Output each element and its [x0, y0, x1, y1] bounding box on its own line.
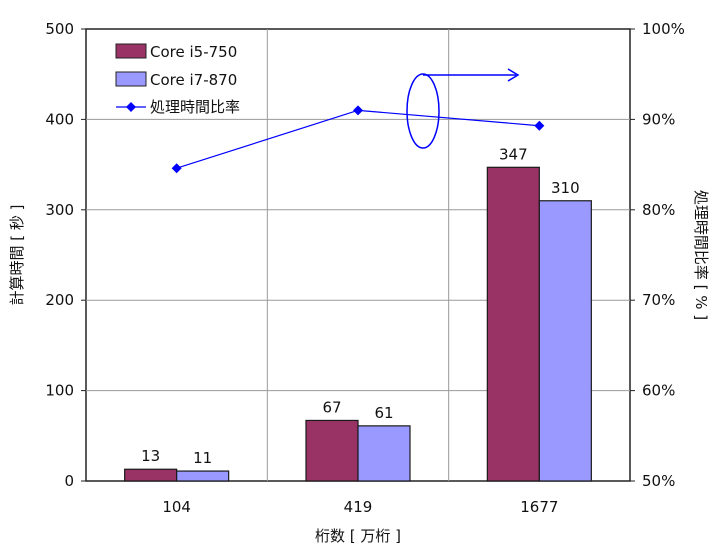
- legend-label-i7: Core i7-870: [150, 71, 237, 89]
- bar: [357, 425, 411, 482]
- x-axis-title: 桁数 [ 万桁 ]: [315, 527, 401, 545]
- bar: [486, 166, 540, 482]
- legend-swatch-i5: [115, 43, 147, 59]
- y-left-tick-label: 300: [45, 201, 74, 219]
- y-right-tick-label: 100%: [642, 20, 685, 38]
- y-right-tick-label: 90%: [642, 110, 675, 128]
- y-left-tick-label: 0: [64, 472, 74, 490]
- bar-data-label: 310: [551, 179, 580, 197]
- ratio-point: [353, 105, 363, 116]
- bar-data-label: 61: [374, 404, 393, 422]
- x-tick-label: 1677: [520, 498, 558, 516]
- bar: [176, 470, 230, 482]
- y-left-tick-label: 100: [45, 382, 74, 400]
- bar: [305, 419, 359, 482]
- ratio-point: [534, 120, 545, 131]
- y-right-tick-label: 50%: [642, 472, 675, 490]
- bar-data-label: 11: [193, 449, 212, 467]
- y-right-tick-label: 80%: [642, 201, 675, 219]
- bars: [124, 166, 592, 482]
- legend: Core i5-750 Core i7-870 処理時間比率: [115, 43, 240, 116]
- annotation-ellipse-arrow: [406, 68, 520, 149]
- ratio-line-series: [171, 105, 545, 174]
- y-right-tick-label: 70%: [642, 291, 675, 309]
- legend-swatch-i7: [115, 71, 147, 87]
- annotation-arrow-head: [507, 68, 520, 82]
- bar: [538, 200, 592, 482]
- y-left-tick-label: 400: [45, 110, 74, 128]
- legend-marker-ratio: [126, 102, 136, 112]
- bar: [124, 468, 178, 482]
- x-tick-label: 104: [162, 498, 191, 516]
- y-left-tick-label: 200: [45, 291, 74, 309]
- y-right-tick-label: 60%: [642, 382, 675, 400]
- legend-label-ratio: 処理時間比率: [150, 98, 240, 116]
- annotation-ellipse: [406, 73, 440, 149]
- ratio-point: [171, 163, 182, 174]
- bar-data-label: 67: [322, 398, 341, 416]
- data-labels: 13 67 347 11 61 310: [141, 145, 580, 467]
- bar-data-label: 13: [141, 447, 160, 465]
- bar-data-label: 347: [499, 145, 528, 163]
- y-axis-right-title: 処理時間比率 [ % ]: [692, 190, 710, 320]
- legend-label-i5: Core i5-750: [150, 43, 237, 61]
- x-tick-label: 419: [344, 498, 373, 516]
- tick-labels: 0 100 200 300 400 500 50% 60% 70% 80% 90% 100% 104 41…: [45, 20, 685, 516]
- y-left-tick-label: 500: [45, 20, 74, 38]
- y-axis-left-title: 計算時間 [ 秒 ]: [8, 204, 26, 305]
